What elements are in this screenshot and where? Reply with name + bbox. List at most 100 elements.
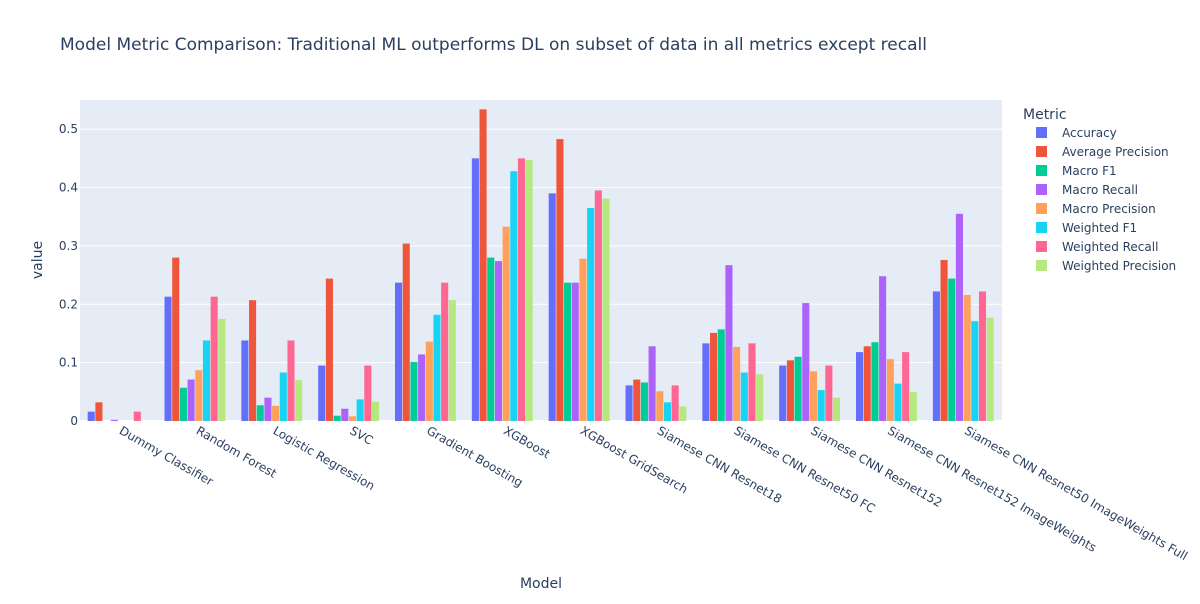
bar-average-precision (786, 360, 794, 421)
bar-macro-precision (733, 346, 741, 421)
bar-accuracy (625, 385, 633, 421)
plot-area (80, 100, 1002, 421)
bar-accuracy (241, 340, 249, 421)
bar-macro-precision (579, 258, 587, 421)
bar-weighted-precision (756, 374, 764, 421)
legend-swatch (1036, 146, 1047, 157)
bar-weighted-f1 (817, 390, 825, 421)
legend-item-label: Weighted F1 (1062, 221, 1137, 235)
bar-macro-recall (341, 408, 349, 421)
bar-macro-precision (809, 371, 817, 421)
legend-swatch (1036, 241, 1047, 252)
bar-macro-recall (110, 419, 118, 421)
bar-weighted-recall (978, 291, 987, 421)
legend-swatch (1036, 165, 1047, 176)
bar-macro-f1 (871, 342, 879, 421)
bar-macro-recall (648, 346, 656, 421)
bar-accuracy (164, 296, 172, 421)
bar-accuracy (395, 282, 403, 421)
legend-item-label: Macro Recall (1062, 183, 1138, 197)
bar-macro-f1 (487, 257, 495, 421)
bar-average-precision (556, 139, 564, 421)
bar-accuracy (856, 352, 864, 421)
bar-macro-f1 (948, 278, 956, 421)
legend-item-label: Macro F1 (1062, 164, 1117, 178)
chart-title: Model Metric Comparison: Traditional ML … (60, 35, 927, 55)
bar-macro-f1 (333, 415, 341, 421)
y-tick-label: 0.5 (59, 122, 78, 136)
bar-weighted-precision (218, 318, 226, 421)
legend-title: Metric (1023, 107, 1067, 123)
bar-macro-recall (725, 265, 733, 421)
bar-weighted-precision (986, 317, 994, 421)
bar-accuracy (318, 365, 326, 421)
bar-macro-f1 (410, 362, 418, 421)
bar-weighted-recall (902, 352, 910, 421)
bar-average-precision (479, 109, 487, 421)
x-tick-label: Siamese CNN Resnet50 FC (732, 423, 878, 515)
bar-weighted-precision (832, 397, 841, 421)
bar-macro-f1 (794, 356, 802, 421)
x-axis-title: Model (520, 576, 562, 592)
gridlines (80, 128, 1002, 422)
legend-swatch (1036, 127, 1047, 138)
bar-average-precision (633, 379, 641, 421)
bar-weighted-recall (748, 343, 756, 421)
bar-macro-recall (955, 213, 963, 421)
legend-item-label: Macro Precision (1062, 202, 1156, 216)
bar-macro-precision (195, 370, 203, 421)
bar-average-precision (402, 243, 410, 421)
bar-weighted-precision (295, 380, 303, 421)
bar-macro-recall (571, 282, 579, 421)
bar-weighted-f1 (894, 383, 902, 421)
bar-weighted-f1 (202, 340, 211, 421)
bar-macro-f1 (179, 387, 187, 421)
bar-macro-precision (886, 359, 894, 421)
bar-weighted-f1 (663, 402, 672, 421)
y-tick-label: 0.3 (59, 239, 78, 253)
bar-weighted-f1 (356, 399, 364, 421)
legend-item-label: Weighted Recall (1062, 240, 1158, 254)
plot-background (80, 100, 1002, 421)
bar-macro-f1 (256, 405, 264, 421)
bar-accuracy (548, 193, 556, 421)
bar-weighted-recall (517, 158, 526, 421)
bar-weighted-precision (525, 160, 533, 421)
bar-weighted-recall (210, 296, 218, 421)
x-tick-label: Siamese CNN Resnet18 (655, 423, 784, 506)
bar-accuracy (779, 365, 787, 421)
bar-average-precision (172, 257, 180, 421)
bar-weighted-recall (287, 340, 295, 421)
legend-swatch (1036, 260, 1047, 271)
bar-accuracy (932, 291, 940, 421)
bar-weighted-precision (679, 406, 687, 421)
bar-macro-f1 (564, 282, 572, 421)
bar-weighted-f1 (587, 207, 595, 421)
bars (87, 109, 994, 421)
legend-swatch (1036, 184, 1047, 195)
bar-weighted-precision (909, 391, 917, 421)
bar-weighted-f1 (971, 321, 979, 421)
legend-item-label: Average Precision (1062, 145, 1169, 159)
bar-macro-recall (418, 354, 426, 421)
bar-weighted-f1 (433, 314, 441, 421)
bar-macro-precision (425, 341, 433, 421)
bar-weighted-recall (364, 365, 372, 421)
bar-weighted-f1 (740, 372, 748, 421)
bar-weighted-precision (448, 300, 456, 421)
x-tick-label: Siamese CNN Resnet152 (808, 423, 944, 510)
bar-macro-recall (187, 379, 195, 421)
bar-weighted-precision (371, 401, 380, 421)
bar-macro-precision (656, 391, 664, 421)
y-tick-label: 0 (70, 414, 78, 428)
bar-weighted-f1 (510, 171, 518, 421)
bar-accuracy (87, 411, 95, 421)
y-axis-title: value (30, 241, 46, 279)
y-tick-label: 0.1 (59, 356, 78, 370)
bar-weighted-f1 (279, 372, 287, 421)
bar-average-precision (940, 259, 948, 421)
bar-average-precision (249, 300, 257, 421)
